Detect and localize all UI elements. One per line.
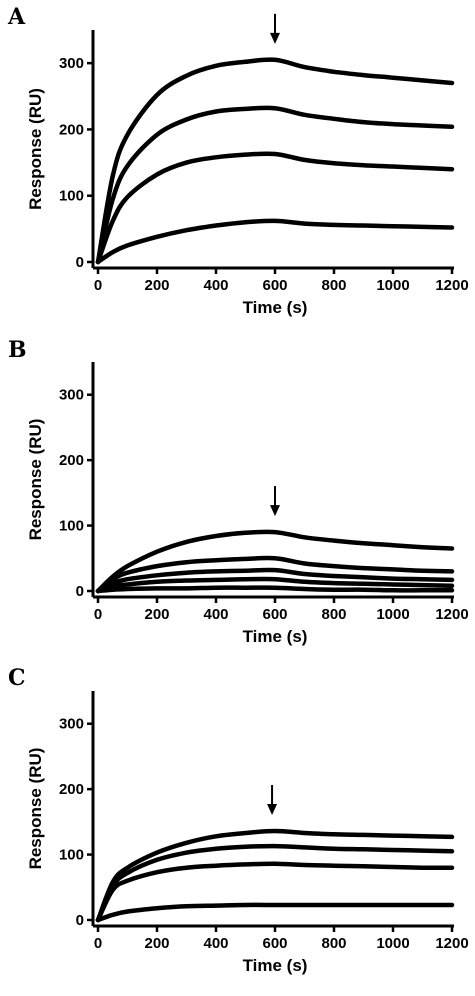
x-tick-label: 400: [203, 277, 228, 294]
arrow-head: [270, 505, 280, 517]
x-axis-title: Time (s): [243, 627, 308, 646]
x-tick-label: 200: [144, 277, 169, 294]
series-line-1: [95, 529, 455, 594]
y-tick-label: 200: [59, 121, 84, 138]
panel-a: A 0 100 200 300 0 200 400 600 800 1000 1200 Time (s)…: [7, 4, 469, 317]
series-line-1: [95, 828, 455, 923]
y-tick-label: 100: [59, 188, 84, 205]
x-tick-label: 400: [203, 935, 228, 952]
arrow-head: [267, 804, 278, 816]
x-tick-label: 400: [203, 606, 228, 623]
x-tick-label: 600: [262, 935, 287, 952]
y-tick-label: 300: [59, 55, 84, 72]
panel-letter: A: [7, 4, 26, 30]
series-line-4: [95, 576, 455, 594]
y-tick-label: 300: [59, 716, 84, 733]
x-tick-label: 200: [144, 935, 169, 952]
panel-letter: C: [8, 665, 26, 691]
series-line-2: [95, 105, 455, 265]
x-tick-label: 600: [262, 606, 287, 623]
y-axis-title: Response (RU): [26, 748, 45, 870]
series-line-4: [95, 902, 455, 923]
y-axis-title: Response (RU): [26, 88, 45, 210]
y-tick-label: 0: [76, 583, 84, 600]
y-tick-label: 200: [59, 781, 84, 798]
y-tick-label: 100: [59, 518, 84, 535]
series-line-3: [95, 567, 455, 594]
y-tick-label: 0: [76, 254, 84, 271]
x-axis-title: Time (s): [243, 298, 308, 317]
x-tick-label: 1200: [435, 935, 468, 952]
x-tick-label: 1200: [435, 606, 468, 623]
x-tick-label: 0: [94, 277, 102, 294]
arrow-head: [270, 32, 280, 44]
x-tick-label: 1000: [376, 277, 409, 294]
x-tick-label: 800: [321, 606, 346, 623]
series-line-2: [95, 843, 455, 923]
x-axis-title: Time (s): [243, 956, 308, 975]
y-tick-label: 300: [59, 387, 84, 404]
x-tick-label: 800: [321, 277, 346, 294]
y-tick-label: 100: [59, 847, 84, 864]
panel-b: B 0 100 200 300 0 200 400 600 800 1000 1200 Time (s)…: [8, 337, 469, 646]
x-tick-label: 0: [94, 935, 102, 952]
x-tick-label: 1200: [435, 277, 468, 294]
series-line-4: [95, 218, 455, 265]
x-tick-label: 600: [262, 277, 287, 294]
x-tick-label: 800: [321, 935, 346, 952]
series-line-3: [95, 861, 455, 923]
y-tick-label: 0: [76, 912, 84, 929]
panel-letter: B: [8, 337, 27, 363]
series-line-1: [95, 57, 455, 265]
panel-c: C 0 100 200 300 0 200 400 600 800 1000 1200 Time (s)…: [8, 665, 469, 975]
x-tick-label: 1000: [376, 935, 409, 952]
y-axis-title: Response (RU): [26, 419, 45, 541]
series-line-2: [95, 555, 455, 594]
series-line-5: [95, 585, 455, 594]
series-line-3: [95, 151, 455, 265]
y-tick-label: 200: [59, 452, 84, 469]
x-tick-label: 200: [144, 606, 169, 623]
x-tick-label: 1000: [376, 606, 409, 623]
x-tick-label: 0: [94, 606, 102, 623]
